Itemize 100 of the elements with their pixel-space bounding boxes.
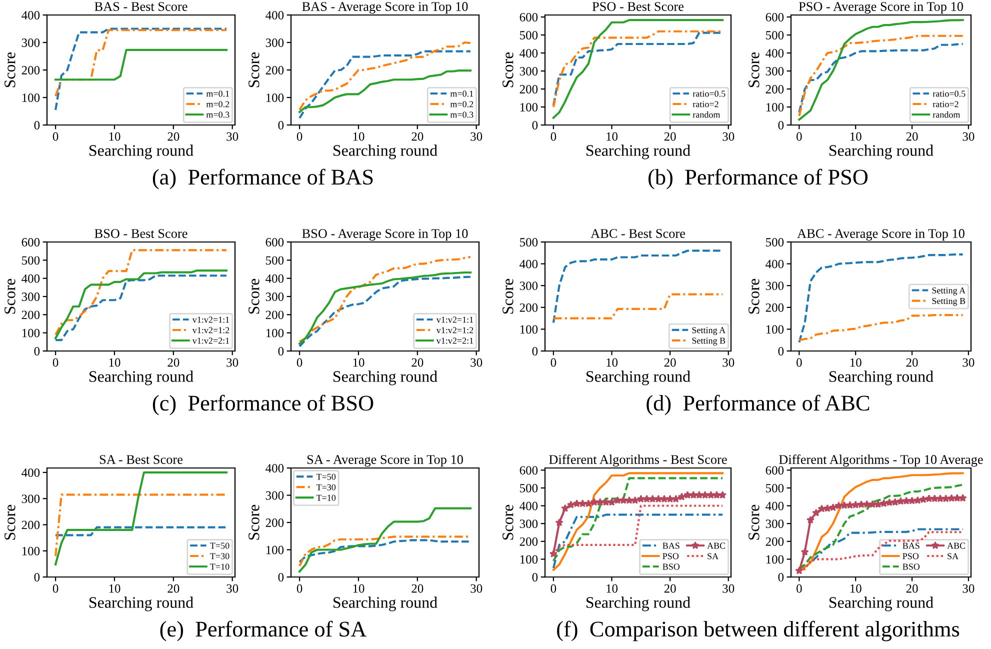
line-series bbox=[54, 471, 228, 566]
chart-title: BSO - Best Score bbox=[94, 229, 188, 238]
x-tick-label: 20 bbox=[412, 132, 424, 141]
x-tick-label: 30 bbox=[722, 358, 734, 367]
y-tick-label: 100 bbox=[266, 328, 284, 338]
point bbox=[596, 498, 604, 506]
legend-label: ratio=0.5 bbox=[932, 90, 966, 97]
y-tick-label: 100 bbox=[22, 546, 40, 556]
y-tick-label: 200 bbox=[22, 520, 40, 530]
y-tick-label: 300 bbox=[520, 282, 538, 290]
x-tick-label: 10 bbox=[850, 358, 862, 367]
x-tick-label: 10 bbox=[606, 358, 618, 367]
legend-label: PSO bbox=[662, 553, 679, 560]
chart-title: SA - Best Score bbox=[100, 455, 183, 464]
point bbox=[812, 508, 820, 516]
chart-title: ABC - Average Score in Top 10 bbox=[797, 229, 964, 241]
y-tick-label: 300 bbox=[266, 491, 284, 500]
y-tick-label: 100 bbox=[520, 325, 538, 334]
legend-label: m=0.2 bbox=[450, 101, 474, 108]
y-tick-label: 600 bbox=[520, 466, 538, 475]
y-tick-label: 400 bbox=[520, 260, 538, 268]
line-series bbox=[54, 29, 228, 98]
chart-title: SA - Average Score in Top 10 bbox=[307, 455, 463, 467]
legend-label: SA bbox=[948, 553, 958, 560]
point bbox=[800, 548, 809, 556]
legend-label: ABC bbox=[707, 542, 726, 549]
x-tick-label: 30 bbox=[962, 584, 974, 593]
legend-label: random bbox=[692, 111, 720, 118]
y-tick-label: 200 bbox=[22, 310, 40, 320]
legend-label: T=10 bbox=[210, 564, 230, 570]
line-series bbox=[552, 18, 724, 119]
point bbox=[862, 500, 871, 508]
x-axis-title: Searching round bbox=[334, 596, 438, 612]
x-tick-label: 30 bbox=[226, 132, 238, 141]
legend-label: SA bbox=[708, 553, 718, 560]
x-tick-label: 30 bbox=[470, 584, 482, 593]
point bbox=[642, 494, 651, 502]
x-tick-label: 10 bbox=[606, 584, 618, 593]
y-tick-label: 200 bbox=[266, 518, 284, 527]
legend-label: ratio=2 bbox=[692, 101, 718, 108]
y-tick-label: 400 bbox=[22, 11, 40, 20]
chart-title: ABC - Best Score bbox=[590, 229, 685, 238]
point bbox=[666, 494, 674, 502]
x-axis-title: Searching round bbox=[830, 596, 934, 612]
legend-label: T=10 bbox=[316, 494, 336, 501]
y-tick-label: 100 bbox=[520, 555, 538, 564]
y-tick-label: 400 bbox=[266, 274, 284, 283]
point bbox=[654, 494, 662, 502]
y-tick-label: 200 bbox=[766, 303, 784, 312]
y-tick-label: 500 bbox=[520, 484, 538, 492]
legend-label: T=50 bbox=[210, 542, 230, 549]
x-tick-label: 10 bbox=[109, 358, 120, 367]
point bbox=[958, 494, 967, 502]
x-tick-label: 30 bbox=[962, 132, 974, 141]
y-tick-label: 500 bbox=[266, 256, 284, 265]
text: (b) Performance of PSO bbox=[648, 168, 868, 190]
line-series bbox=[798, 18, 964, 121]
x-axis-title: Searching round bbox=[830, 144, 934, 160]
y-tick-label: 400 bbox=[520, 49, 538, 58]
point bbox=[619, 496, 628, 504]
x-tick-label: 10 bbox=[606, 132, 618, 141]
line-series bbox=[298, 256, 472, 343]
chart-title: BAS - Average Score in Top 10 bbox=[302, 2, 468, 14]
y-tick-label: 300 bbox=[266, 38, 284, 47]
x-tick-label: 10 bbox=[850, 584, 862, 593]
x-tick-label: 10 bbox=[109, 584, 120, 593]
point bbox=[902, 496, 910, 504]
text: (d) Performance of ABC bbox=[646, 394, 870, 416]
line-series bbox=[552, 514, 724, 570]
legend-label: Setting B bbox=[932, 298, 966, 306]
point bbox=[555, 518, 564, 526]
x-tick-label: 30 bbox=[962, 358, 974, 367]
y-tick-label: 400 bbox=[22, 274, 40, 283]
point bbox=[608, 498, 616, 506]
legend-label: m=0.1 bbox=[450, 90, 474, 97]
x-tick-label: 20 bbox=[168, 584, 180, 593]
y-tick-label: 200 bbox=[520, 537, 538, 546]
y-axis-title: Score bbox=[502, 278, 514, 314]
x-tick-label: 0 bbox=[52, 132, 58, 141]
y-tick-label: 600 bbox=[22, 238, 40, 246]
y-tick-label: 0 bbox=[34, 121, 40, 130]
legend-label: v1:v2=1:2 bbox=[192, 327, 230, 334]
x-tick-label: 10 bbox=[353, 584, 364, 593]
legend-label: m=0.3 bbox=[206, 112, 230, 118]
x-axis-title: Searching round bbox=[90, 596, 194, 612]
y-tick-label: 100 bbox=[520, 103, 538, 112]
y-tick-label: 400 bbox=[266, 464, 284, 472]
y-tick-label: 100 bbox=[766, 555, 784, 564]
y-tick-label: 600 bbox=[520, 13, 538, 22]
line-series bbox=[298, 70, 472, 114]
y-axis-title: Score bbox=[748, 504, 760, 540]
y-tick-label: 200 bbox=[22, 66, 40, 74]
point bbox=[953, 494, 962, 502]
point bbox=[590, 498, 598, 506]
x-tick-label: 0 bbox=[296, 584, 302, 593]
y-tick-label: 200 bbox=[266, 66, 284, 74]
legend-label: m=0.3 bbox=[450, 112, 474, 118]
y-tick-label: 100 bbox=[266, 94, 284, 102]
x-tick-label: 20 bbox=[906, 584, 918, 593]
x-axis-title: Searching round bbox=[586, 370, 690, 386]
